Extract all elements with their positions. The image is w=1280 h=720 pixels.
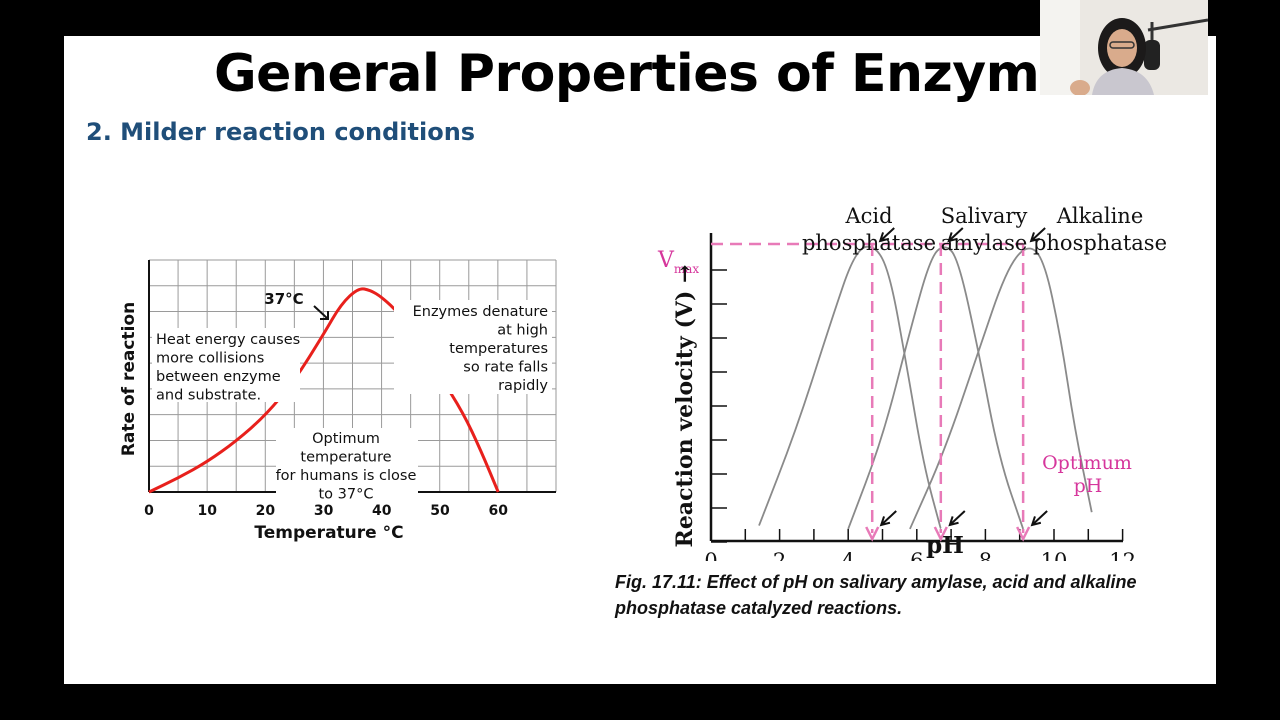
denature-annotation-line: at high — [497, 323, 548, 339]
ph-arrows-group — [878, 227, 1048, 527]
optimum-annotation-line: temperature — [300, 450, 391, 466]
top-arrow-0-head — [878, 232, 890, 243]
bottom-arrow-1 — [949, 510, 966, 526]
optimum-ph-label-line-2: pH — [1074, 475, 1103, 497]
figure-caption: Fig. 17.11: Effect of pH on salivary amy… — [615, 572, 1137, 618]
denature-annotation-line: Enzymes denature — [413, 304, 548, 320]
peak-arrow — [313, 305, 329, 320]
mic-arm — [1147, 18, 1208, 32]
temperature-chart: 0 10 20 30 40 50 60 37°C Heat energy causes more… — [119, 259, 557, 543]
optimum-annotation-line: for humans is close — [276, 468, 417, 484]
heat-energy-annotation-line: and substrate. — [156, 388, 261, 404]
ph-series-label-0: Acid — [844, 204, 892, 228]
ph-guides-group — [711, 242, 1031, 542]
ph-tick-label: 4 — [842, 549, 855, 561]
vmax-label: Vmax — [657, 248, 699, 276]
temperature-tick-label: 20 — [256, 503, 276, 519]
bottom-arrow-1-head — [948, 516, 959, 527]
heat-energy-annotation-line: between enzyme — [156, 369, 281, 385]
temperature-tick-label: 10 — [197, 503, 217, 519]
vmax-letter: V — [657, 248, 675, 273]
ph-axes — [709, 233, 1124, 543]
bottom-arrow-0 — [880, 510, 897, 526]
bottom-arrow-2-head — [1030, 516, 1042, 527]
temperature-tick-label: 50 — [430, 503, 450, 519]
presenter-glasses — [1109, 41, 1135, 49]
presenter-hand — [1070, 80, 1090, 95]
temperature-tick-label: 60 — [488, 503, 508, 519]
temperature-tick-label: 30 — [314, 503, 334, 519]
ph-tick-label: 0 — [704, 549, 717, 561]
slide: General Properties of Enzymes 2. Milder … — [64, 36, 1216, 684]
heat-energy-annotation-bg — [152, 328, 300, 402]
heat-energy-annotation-line: Heat energy causes — [156, 332, 300, 348]
top-arrow-1 — [948, 227, 964, 242]
temperature-x-axis-label: Temperature °C — [254, 523, 403, 543]
heat-energy-annotation-line: more collisions — [156, 351, 264, 367]
presenter-video — [1040, 0, 1208, 95]
ph-y-axis-label: Reaction velocity (V) → — [672, 265, 698, 548]
top-arrow-2 — [1030, 227, 1046, 242]
temperature-curve — [148, 287, 500, 494]
section-subtitle: 2. Milder reaction conditions — [86, 118, 476, 146]
denature-annotation-bg — [394, 300, 552, 394]
temperature-tick-labels: 0 10 20 30 40 50 60 — [144, 503, 508, 519]
ph-tick-label: 10 — [1041, 549, 1068, 561]
peak-temperature-label: 37°C — [264, 290, 303, 308]
microphone — [1144, 40, 1160, 70]
top-arrow-2-head — [1029, 232, 1041, 243]
ph-series-label-0: phosphatase — [802, 231, 936, 255]
ph-curves-group — [758, 245, 1093, 530]
webcam-window-light — [1040, 0, 1080, 95]
vmax-subscript: max — [674, 262, 700, 276]
presenter-body — [1092, 68, 1154, 95]
bottom-arrow-2 — [1031, 510, 1048, 526]
temperature-annotations: 37°C Heat energy causes more collisions bet… — [152, 290, 552, 504]
optimum-guide-arrowhead-1 — [933, 526, 948, 542]
ph-curve-1 — [847, 246, 1024, 530]
ph-curve-0 — [758, 245, 942, 530]
temperature-tick-label: 0 — [144, 503, 154, 519]
optimum-ph-label: Optimum pH — [1042, 452, 1138, 497]
ph-x-axis-label: pH — [926, 532, 964, 559]
denature-annotation-line: so rate falls — [463, 360, 548, 376]
ph-curve-2 — [909, 247, 1093, 530]
denature-annotation-line: rapidly — [498, 378, 548, 394]
denature-annotation-line: temperatures — [449, 341, 548, 357]
optimum-annotation-bg — [276, 428, 418, 504]
webcam-overlay — [1040, 0, 1208, 95]
ph-tick-labels: 0 2 4 6 8 10 12 — [704, 549, 1136, 561]
optimum-annotation-line: to 37°C — [319, 487, 374, 503]
optimum-annotation-line: Optimum — [312, 431, 380, 447]
bottom-arrow-0-head — [879, 516, 891, 527]
temperature-y-axis-label: Rate of reaction — [119, 302, 139, 456]
page-title: General Properties of Enzymes — [214, 44, 1105, 104]
optimum-guide-arrowhead-0 — [865, 526, 880, 542]
optimum-ph-label-line-1: Optimum — [1042, 452, 1132, 474]
ph-tick-label: 6 — [910, 549, 923, 561]
top-arrow-1-head — [947, 232, 958, 243]
temperature-curve-group — [148, 287, 500, 494]
ph-series-label-2: phosphatase — [1033, 231, 1167, 255]
ph-series-label-1: amylase — [941, 231, 1028, 255]
optimum-guide-arrowhead-2 — [1016, 526, 1031, 542]
ph-tick-label: 8 — [979, 549, 992, 561]
ph-tick-label: 2 — [773, 549, 786, 561]
top-arrow-0 — [879, 227, 895, 242]
temperature-tick-label: 40 — [372, 503, 392, 519]
ph-series-label-2: Alkaline — [1056, 204, 1144, 228]
ph-series-label-1: Salivary — [941, 204, 1028, 228]
ph-tick-label: 12 — [1109, 549, 1136, 561]
